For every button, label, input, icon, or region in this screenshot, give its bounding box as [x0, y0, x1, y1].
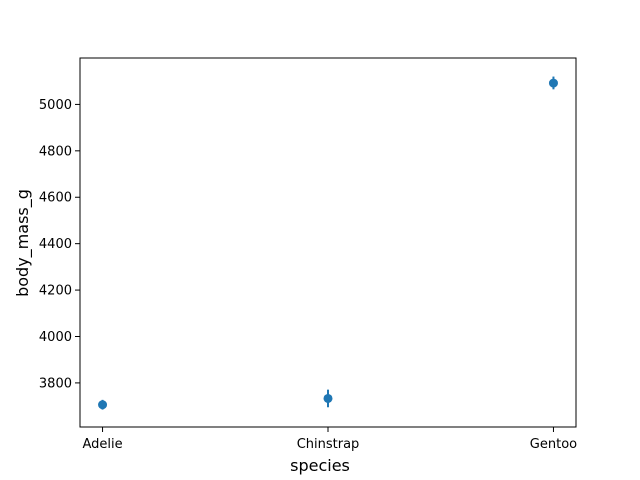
- x-tick-label: Adelie: [82, 437, 122, 452]
- x-tick-label: Gentoo: [530, 437, 577, 452]
- y-tick-label: 3800: [39, 376, 72, 391]
- plot-area: [79, 57, 577, 428]
- y-tick-label: 5000: [39, 98, 72, 113]
- y-tick-label: 4000: [39, 330, 72, 345]
- data-point: [323, 393, 333, 403]
- data-marks: [98, 76, 558, 410]
- x-ticks: Adelie Chinstrap Gentoo: [82, 427, 577, 452]
- data-point: [548, 78, 558, 88]
- y-ticks: 3800 4000 4200 4400 4600 4800 5000: [39, 98, 80, 391]
- y-tick-label: 4200: [39, 284, 72, 299]
- x-axis-label: species: [290, 456, 350, 475]
- y-tick-label: 4400: [39, 237, 72, 252]
- data-point: [98, 400, 108, 410]
- y-axis-label: body_mass_g: [13, 189, 33, 297]
- y-tick-label: 4800: [39, 144, 72, 159]
- x-tick-label: Chinstrap: [297, 437, 360, 452]
- y-tick-label: 4600: [39, 191, 72, 206]
